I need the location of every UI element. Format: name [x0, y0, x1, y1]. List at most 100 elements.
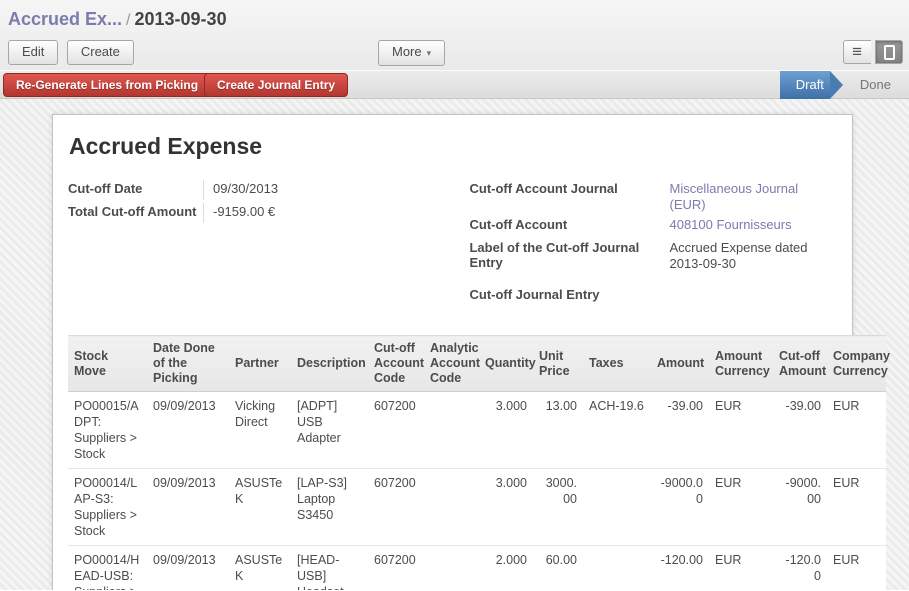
view-switcher: ≡	[842, 40, 903, 64]
cell-company-currency[interactable]: EUR	[827, 468, 886, 546]
col-analytic-account-code: Analytic Account Code	[424, 335, 480, 392]
cell-partner[interactable]: Vicking Direct	[229, 391, 291, 469]
cutoff-account-journal-link[interactable]: Miscellaneous Journal (EUR)	[669, 181, 799, 212]
field-group-right: Cut-off Account Journal Miscellaneous Jo…	[469, 180, 837, 309]
table-row[interactable]: PO00014/HEAD-USB: Suppliers > Stock 09/0…	[68, 545, 886, 590]
cell-analytic-account-code[interactable]	[424, 545, 479, 590]
edit-button[interactable]: Edit	[8, 40, 59, 65]
field-cutoff-journal-entry: Cut-off Journal Entry	[469, 286, 837, 306]
field-label: Cut-off Account Journal	[469, 181, 618, 196]
list-icon: ≡	[852, 42, 862, 61]
cell-unit-price[interactable]: 60.00	[533, 545, 583, 590]
cell-amount-currency[interactable]: EUR	[709, 468, 773, 546]
cell-description[interactable]: [HEAD-USB] Headset USB	[291, 545, 368, 590]
field-cutoff-account-journal: Cut-off Account Journal Miscellaneous Jo…	[469, 180, 837, 213]
cell-taxes[interactable]: ACH-19.6	[583, 391, 651, 469]
cell-description[interactable]: [ADPT] USB Adapter	[291, 391, 368, 469]
col-amount-currency: Amount Currency	[709, 335, 773, 392]
form-icon	[883, 45, 895, 60]
field-journal-entry-label: Label of the Cut-off Journal Entry Accru…	[469, 239, 837, 272]
col-partner: Partner	[229, 335, 291, 392]
cell-unit-price[interactable]: 13.00	[533, 391, 583, 469]
col-date-done: Date Done of the Picking	[147, 335, 229, 392]
cell-cutoff-account-code[interactable]: 607200	[368, 391, 424, 469]
field-cutoff-account: Cut-off Account 408100 Fournisseurs	[469, 216, 837, 236]
page-title: Accrued Expense	[69, 133, 263, 159]
status-draft[interactable]: Draft	[779, 71, 844, 99]
breadcrumb: Accrued Ex.../2013-09-30	[8, 7, 903, 33]
more-dropdown-button[interactable]: More ▾	[378, 40, 446, 66]
table-row[interactable]: PO00014/LAP-S3: Suppliers > Stock 09/09/…	[68, 468, 886, 546]
total-cutoff-amount-value: -9159.00 €	[203, 203, 469, 223]
regenerate-lines-button[interactable]: Re-Generate Lines from Picking	[3, 73, 212, 97]
lines-table-container: Stock Move Date Done of the Picking Part…	[68, 335, 890, 590]
cell-quantity[interactable]: 3.000	[479, 391, 533, 469]
cell-unit-price[interactable]: 3000.00	[533, 468, 583, 546]
toolbar: Edit Create More ▾ ≡	[8, 40, 903, 67]
cell-taxes[interactable]	[583, 545, 651, 590]
col-description: Description	[291, 335, 368, 392]
cell-quantity[interactable]: 3.000	[479, 468, 533, 546]
cell-cutoff-amount[interactable]: -9000.00	[773, 468, 827, 546]
col-company-currency: Company Currency	[827, 335, 890, 392]
more-label: More	[392, 44, 422, 59]
cell-analytic-account-code[interactable]	[424, 468, 479, 546]
cutoff-date-value: 09/30/2013	[203, 180, 469, 200]
cell-quantity[interactable]: 2.000	[479, 545, 533, 590]
cell-partner[interactable]: ASUSTeK	[229, 545, 291, 590]
cell-date-done[interactable]: 09/09/2013	[147, 468, 229, 546]
list-view-button[interactable]: ≡	[842, 40, 871, 64]
journal-entry-label-value: Accrued Expense dated 2013-09-30	[669, 240, 808, 271]
col-amount: Amount	[651, 335, 709, 392]
breadcrumb-current: 2013-09-30	[134, 9, 227, 29]
cell-cutoff-account-code[interactable]: 607200	[368, 468, 424, 546]
cell-cutoff-amount[interactable]: -120.00	[773, 545, 827, 590]
field-total-cutoff-amount: Total Cut-off Amount -9159.00 €	[68, 203, 469, 223]
form-background: Accrued Expense Cut-off Date 09/30/2013 …	[0, 99, 909, 590]
cell-cutoff-amount[interactable]: -39.00	[773, 391, 827, 469]
cell-stock-move[interactable]: PO00015/ADPT: Suppliers > Stock	[68, 391, 147, 469]
cutoff-account-link[interactable]: 408100 Fournisseurs	[669, 217, 792, 232]
cell-cutoff-account-code[interactable]: 607200	[368, 545, 424, 590]
col-quantity: Quantity	[479, 335, 536, 392]
col-cutoff-account-code: Cut-off Account Code	[368, 335, 424, 392]
cell-amount-currency[interactable]: EUR	[709, 545, 773, 590]
cell-company-currency[interactable]: EUR	[827, 391, 886, 469]
lines-table: Stock Move Date Done of the Picking Part…	[68, 335, 890, 590]
field-label: Total Cut-off Amount	[68, 204, 197, 219]
cell-description[interactable]: [LAP-S3] Laptop S3450	[291, 468, 368, 546]
form-view-button[interactable]	[875, 40, 903, 64]
cell-date-done[interactable]: 09/09/2013	[147, 545, 229, 590]
form-sheet: Accrued Expense Cut-off Date 09/30/2013 …	[52, 114, 890, 590]
table-row[interactable]: PO00015/ADPT: Suppliers > Stock 09/09/20…	[68, 391, 886, 469]
cell-stock-move[interactable]: PO00014/LAP-S3: Suppliers > Stock	[68, 468, 147, 546]
col-stock-move: Stock Move	[68, 335, 147, 392]
cell-partner[interactable]: ASUSTeK	[229, 468, 291, 546]
cell-amount[interactable]: -39.00	[651, 391, 709, 469]
cell-company-currency[interactable]: EUR	[827, 545, 886, 590]
field-cutoff-date: Cut-off Date 09/30/2013	[68, 180, 469, 200]
field-label: Cut-off Date	[68, 181, 143, 196]
view-manager-header: Accrued Ex.../2013-09-30 Edit Create Mor…	[0, 0, 909, 70]
col-cutoff-amount: Cut-off Amount	[773, 335, 827, 392]
cell-amount[interactable]: -9000.00	[651, 468, 709, 546]
form-header-bar: Re-Generate Lines from Picking Create Jo…	[0, 70, 909, 99]
cell-date-done[interactable]: 09/09/2013	[147, 391, 229, 469]
table-header-row: Stock Move Date Done of the Picking Part…	[68, 335, 890, 392]
field-label: Cut-off Account	[469, 217, 568, 232]
field-label: Label of the Cut-off Journal Entry	[469, 240, 640, 270]
status-done[interactable]: Done	[859, 77, 891, 92]
breadcrumb-separator: /	[126, 12, 131, 29]
breadcrumb-parent-link[interactable]: Accrued Ex...	[8, 9, 123, 29]
cutoff-journal-entry-value	[669, 286, 829, 306]
col-taxes: Taxes	[583, 335, 651, 392]
chevron-down-icon: ▾	[426, 48, 432, 58]
cell-stock-move[interactable]: PO00014/HEAD-USB: Suppliers > Stock	[68, 545, 147, 590]
cell-analytic-account-code[interactable]	[424, 391, 479, 469]
cell-amount-currency[interactable]: EUR	[709, 391, 773, 469]
cell-amount[interactable]: -120.00	[651, 545, 709, 590]
create-journal-entry-button[interactable]: Create Journal Entry	[204, 73, 349, 97]
statusbar: Draft Done	[779, 71, 909, 99]
cell-taxes[interactable]	[583, 468, 651, 546]
create-button[interactable]: Create	[66, 40, 134, 65]
